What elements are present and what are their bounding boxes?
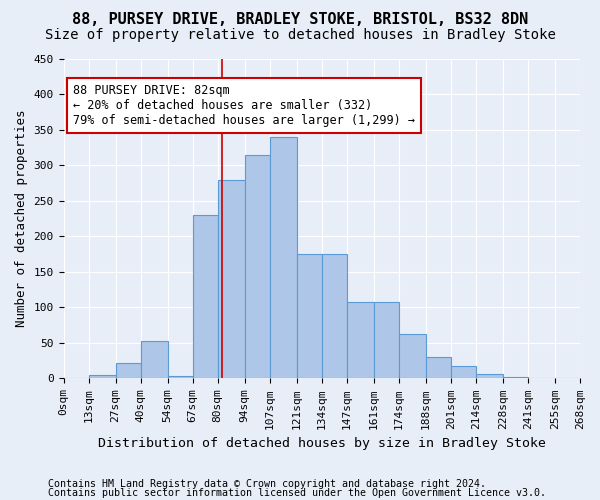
Bar <box>167 376 193 378</box>
Text: Size of property relative to detached houses in Bradley Stoke: Size of property relative to detached ho… <box>44 28 556 42</box>
Bar <box>245 155 270 378</box>
Y-axis label: Number of detached properties: Number of detached properties <box>15 110 28 328</box>
X-axis label: Distribution of detached houses by size in Bradley Stoke: Distribution of detached houses by size … <box>98 437 546 450</box>
Bar <box>297 254 322 378</box>
Bar <box>347 302 374 378</box>
Text: 88 PURSEY DRIVE: 82sqm
← 20% of detached houses are smaller (332)
79% of semi-de: 88 PURSEY DRIVE: 82sqm ← 20% of detached… <box>73 84 415 127</box>
Bar <box>451 366 476 378</box>
Bar <box>140 341 167 378</box>
Text: Contains public sector information licensed under the Open Government Licence v3: Contains public sector information licen… <box>48 488 546 498</box>
Bar <box>426 357 451 378</box>
Bar <box>218 180 245 378</box>
Bar <box>322 254 347 378</box>
Bar <box>270 137 297 378</box>
Bar <box>503 377 528 378</box>
Bar <box>89 375 116 378</box>
Text: 88, PURSEY DRIVE, BRADLEY STOKE, BRISTOL, BS32 8DN: 88, PURSEY DRIVE, BRADLEY STOKE, BRISTOL… <box>72 12 528 26</box>
Bar <box>399 334 426 378</box>
Bar <box>374 302 399 378</box>
Bar <box>116 363 140 378</box>
Bar <box>193 215 218 378</box>
Bar <box>476 374 503 378</box>
Text: Contains HM Land Registry data © Crown copyright and database right 2024.: Contains HM Land Registry data © Crown c… <box>48 479 486 489</box>
